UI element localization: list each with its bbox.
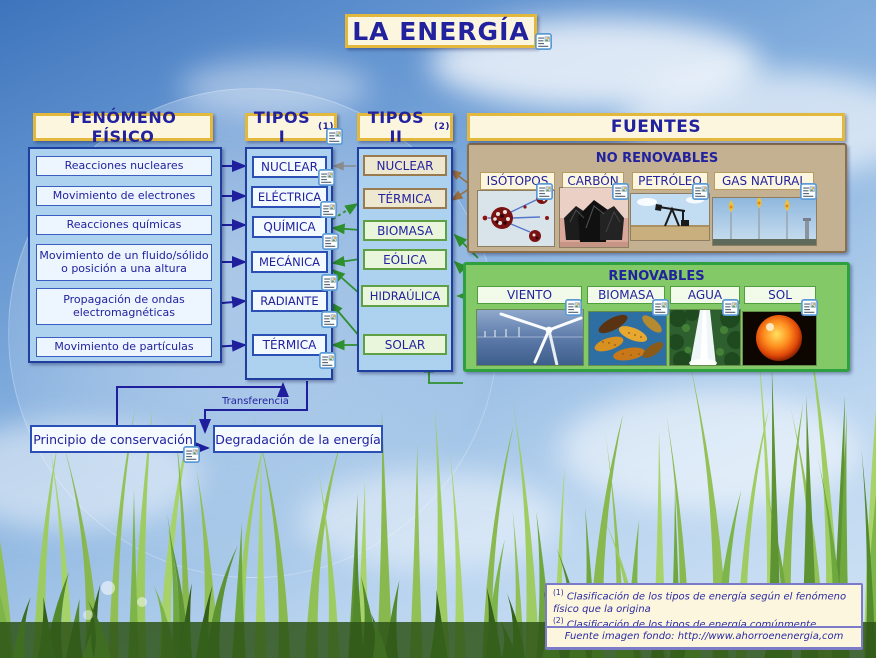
note-icon[interactable] — [321, 311, 338, 328]
footnote-1-sup: (1) — [553, 588, 564, 597]
isotopos-photo — [477, 190, 555, 247]
fenomeno-item[interactable]: Movimiento de electrones — [36, 186, 212, 206]
header-tipos-2-label: TIPOS II — [367, 108, 425, 146]
renovables-title: RENOVABLES — [608, 269, 705, 284]
fuente-label-biomasa[interactable]: BIOMASA — [587, 286, 665, 304]
carbon-photo — [559, 187, 629, 248]
principio-conservacion-node[interactable]: Principio de conservación — [30, 425, 196, 453]
fenomeno-item[interactable]: Movimiento de un fluido/sólido o posició… — [36, 244, 212, 281]
footnote-1-text: Clasificación de los tipos de energía se… — [553, 591, 847, 615]
fenomeno-item[interactable]: Propagación de ondas electromagnéticas — [36, 288, 212, 325]
fuente-label-viento[interactable]: VIENTO — [477, 286, 582, 304]
note-icon[interactable] — [652, 299, 669, 316]
viento-photo — [476, 309, 584, 366]
header-fenomeno-fisico[interactable]: FENÓMENO FÍSICO — [33, 108, 213, 146]
agua-photo — [669, 309, 741, 366]
note-icon[interactable] — [801, 299, 818, 316]
note-icon[interactable] — [322, 233, 339, 250]
note-icon[interactable] — [183, 446, 200, 463]
tipos2-item[interactable]: NUCLEAR — [363, 155, 447, 176]
petroleo-photo — [630, 193, 710, 241]
fuente-label-carbon[interactable]: CARBÓN — [562, 172, 624, 190]
tipos1-item[interactable]: TÉRMICA — [252, 334, 327, 356]
note-icon[interactable] — [536, 183, 553, 200]
note-icon[interactable] — [535, 33, 552, 50]
gas-natural-photo — [712, 197, 817, 246]
tipos1-item[interactable]: QUÍMICA — [252, 216, 327, 238]
tipos1-item[interactable]: MECÁNICA — [251, 251, 328, 273]
fenomeno-item[interactable]: Movimiento de partículas — [36, 337, 212, 357]
tipos2-item[interactable]: SOLAR — [363, 334, 447, 355]
footnote-2-sup: (2) — [553, 616, 564, 626]
note-icon[interactable] — [319, 352, 336, 369]
tipos1-item[interactable]: ELÉCTRICA — [251, 186, 328, 208]
fuente-label-agua[interactable]: AGUA — [670, 286, 740, 304]
header-tipos-1-sup: (1) — [318, 122, 334, 132]
note-icon[interactable] — [692, 183, 709, 200]
note-icon[interactable] — [800, 183, 817, 200]
note-icon[interactable] — [320, 201, 337, 218]
note-icon[interactable] — [318, 169, 335, 186]
fenomeno-item[interactable]: Reacciones químicas — [36, 215, 212, 235]
note-icon[interactable] — [321, 274, 338, 291]
note-icon[interactable] — [326, 128, 343, 145]
transferencia-label: Transferencia — [222, 396, 289, 407]
header-tipos-1-label: TIPOS I — [253, 108, 311, 146]
note-icon[interactable] — [722, 299, 739, 316]
header-fuentes[interactable]: FUENTES — [467, 113, 845, 141]
fuente-label-petroleo[interactable]: PETRÓLEO — [632, 172, 708, 190]
tipos1-item[interactable]: NUCLEAR — [252, 156, 327, 178]
degradacion-energia-node[interactable]: Degradación de la energía — [213, 425, 383, 453]
tipos2-item[interactable]: EÓLICA — [363, 249, 447, 270]
sol-photo — [742, 311, 817, 366]
header-tipos-2-sup: (2) — [434, 122, 450, 132]
tipos1-item[interactable]: RADIANTE — [251, 290, 328, 312]
tipos2-item[interactable]: HIDRAÚLICA — [361, 285, 449, 307]
cloud — [560, 390, 860, 510]
fuente-label-sol[interactable]: SOL — [744, 286, 816, 304]
tipos2-item[interactable]: BIOMASA — [363, 220, 447, 241]
note-icon[interactable] — [565, 299, 582, 316]
biomasa-photo — [588, 311, 667, 366]
note-icon[interactable] — [612, 183, 629, 200]
header-tipos-1[interactable]: TIPOS I (1) — [245, 108, 337, 146]
header-tipos-2[interactable]: TIPOS II (2) — [357, 108, 453, 146]
tipos2-item[interactable]: TÉRMICA — [363, 188, 447, 209]
footnote-1: (1) Clasificación de los tipos de energí… — [553, 588, 855, 616]
no-renovables-title: NO RENOVABLES — [595, 151, 719, 166]
source-box: Fuente imagen fondo: http://www.ahorroen… — [545, 626, 863, 649]
fuente-label-gas-natural[interactable]: GAS NATURAL — [714, 172, 814, 190]
map-title[interactable]: LA ENERGÍA — [345, 14, 537, 48]
fenomeno-item[interactable]: Reacciones nucleares — [36, 156, 212, 176]
